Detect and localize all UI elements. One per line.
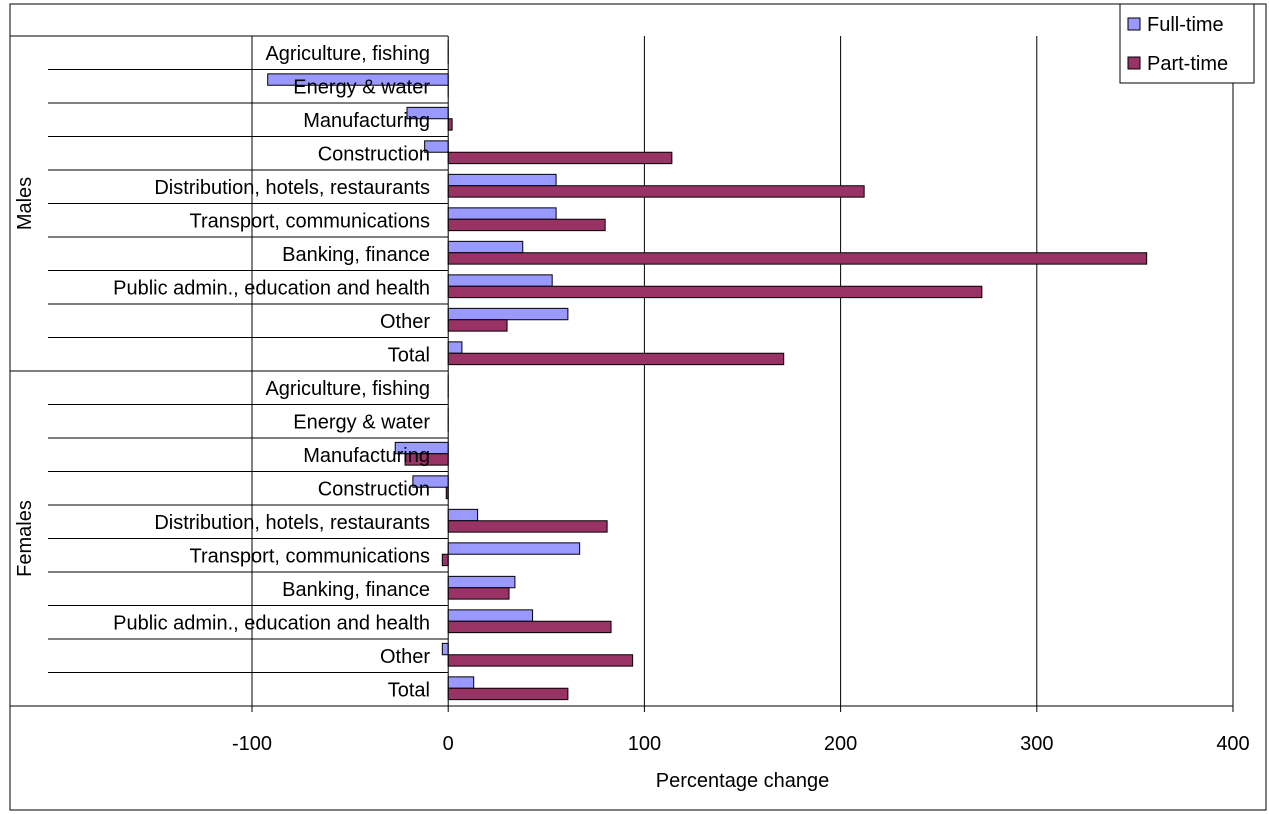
category-label: Construction: [318, 478, 430, 500]
bar-females-distribution-hotels-restaurants-part-time: [447, 520, 608, 533]
x-axis-title: Percentage change: [656, 770, 829, 792]
group-label-females: Females: [14, 500, 36, 577]
category-label: Banking, finance: [282, 244, 430, 266]
legend-swatch-part-time: [1127, 56, 1141, 70]
bar-males-transport-communications-part-time: [447, 218, 606, 232]
x-tick-label: 0: [443, 733, 454, 755]
bar-males-banking-finance-part-time: [447, 252, 1148, 265]
category-label: Agriculture, fishing: [265, 43, 430, 65]
bar-males-manufacturing-part-time: [447, 118, 453, 131]
legend: Full-time Part-time: [1119, 3, 1255, 84]
category-label: Banking, finance: [282, 579, 430, 601]
category-label: Manufacturing: [303, 445, 430, 467]
category-label: Total: [388, 679, 430, 701]
group-label-males: Males: [14, 177, 36, 230]
bar-males-public-admin-education-and-health-part-time: [447, 285, 983, 299]
category-separators: [10, 35, 449, 707]
bar-males-transport-communications-full-time: [447, 207, 557, 220]
category-label: Other: [380, 311, 430, 333]
category-label: Manufacturing: [303, 110, 430, 132]
legend-label-part-time: Part-time: [1147, 53, 1228, 75]
bar-females-transport-communications-full-time: [447, 542, 581, 555]
x-tick-labels: -100 0 100 200 300 400: [232, 733, 1250, 755]
category-label: Construction: [318, 143, 430, 165]
bar-females-distribution-hotels-restaurants-full-time: [447, 508, 479, 522]
x-tick-label: -100: [232, 733, 272, 755]
group-labels: Males Females: [14, 177, 36, 577]
category-label: Public admin., education and health: [113, 277, 430, 299]
category-label: Transport, communications: [190, 545, 430, 567]
bar-males-distribution-hotels-restaurants-full-time: [447, 173, 557, 187]
x-tick-label: 100: [628, 733, 661, 755]
bar-females-banking-finance-full-time: [447, 575, 516, 589]
category-label: Energy & water: [293, 411, 430, 433]
bar-males-public-admin-education-and-health-full-time: [447, 274, 553, 287]
bars: [267, 39, 1148, 701]
bar-males-banking-finance-full-time: [447, 240, 524, 254]
bar-females-total-full-time: [447, 676, 475, 689]
bar-males-construction-part-time: [447, 151, 673, 165]
bar-females-other-part-time: [447, 654, 634, 667]
category-label: Distribution, hotels, restaurants: [154, 512, 430, 534]
category-label: Distribution, hotels, restaurants: [154, 177, 430, 199]
bar-females-transport-communications-part-time: [441, 553, 449, 567]
bar-females-public-admin-education-and-health-part-time: [447, 620, 612, 634]
category-label: Agriculture, fishing: [265, 378, 430, 400]
axes: [10, 36, 1234, 712]
bar-males-total-full-time: [447, 341, 463, 354]
x-tick-label: 300: [1020, 733, 1053, 755]
bar-females-banking-finance-part-time: [447, 587, 510, 600]
gridlines: [251, 36, 1234, 706]
legend-swatch-full-time: [1127, 17, 1141, 31]
legend-box: [1119, 3, 1255, 84]
category-label: Energy & water: [293, 76, 430, 98]
bar-females-other-full-time: [441, 642, 449, 656]
category-label: Public admin., education and health: [113, 612, 430, 634]
x-tick-label: 200: [824, 733, 857, 755]
bar-males-other-full-time: [447, 307, 569, 321]
legend-label-full-time: Full-time: [1147, 14, 1224, 36]
category-labels: Agriculture, fishing Energy & water Manufa…: [113, 43, 430, 702]
bar-females-total-part-time: [447, 687, 569, 701]
bar-males-total-part-time: [447, 352, 785, 366]
category-label: Total: [388, 344, 430, 366]
x-tick-label: 400: [1216, 733, 1249, 755]
category-label: Transport, communications: [190, 210, 430, 232]
bar-males-distribution-hotels-restaurants-part-time: [447, 185, 865, 198]
category-label: Other: [380, 646, 430, 668]
bar-females-public-admin-education-and-health-full-time: [447, 609, 534, 622]
chart-area-border: [9, 3, 1267, 811]
bar-males-other-part-time: [447, 319, 508, 332]
